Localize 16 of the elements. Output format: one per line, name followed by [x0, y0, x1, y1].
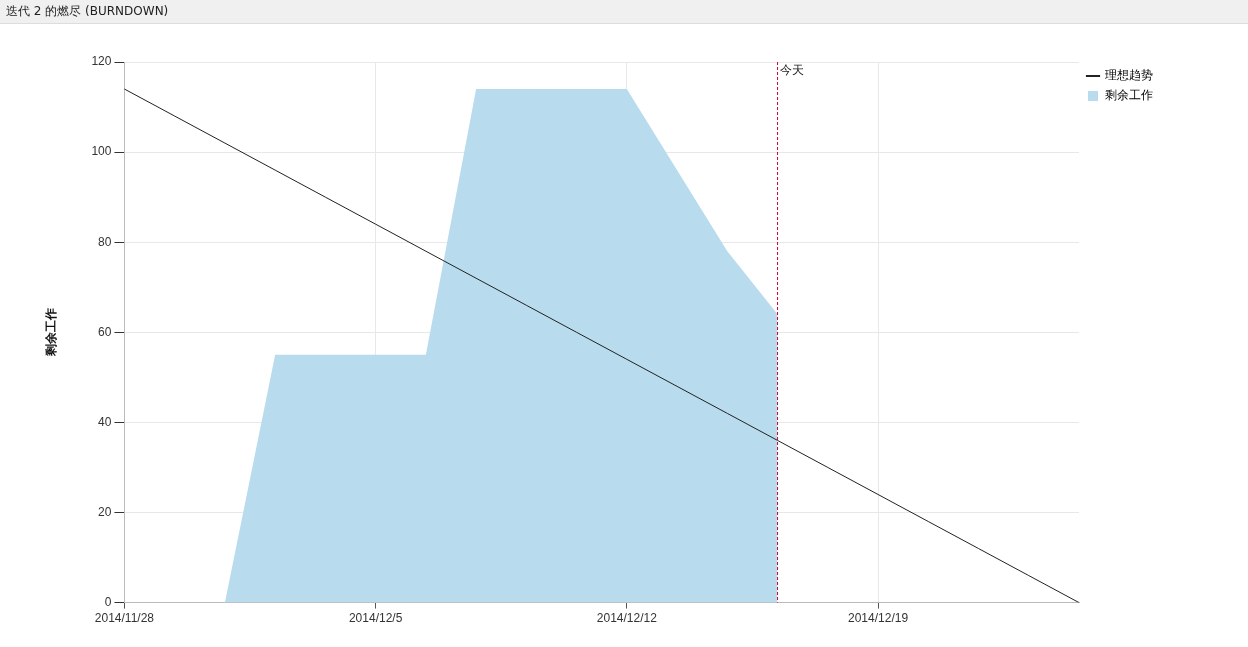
x-tick-label: 2014/12/5	[348, 611, 403, 626]
chart-title: 迭代 2 的燃尽 (BURNDOWN)	[0, 0, 1248, 24]
y-tick-label: 60	[98, 324, 112, 339]
y-tick-label: 120	[91, 54, 112, 69]
y-tick-label: 100	[91, 144, 112, 159]
legend-label: 剩余工作	[1105, 88, 1153, 103]
x-tick-label: 2014/11/28	[94, 611, 155, 626]
y-axis-title: 剩余工作	[43, 308, 58, 358]
y-tick-label: 0	[104, 594, 112, 609]
x-tick-label: 2014/12/12	[596, 611, 658, 626]
x-tick-label: 2014/12/19	[848, 611, 909, 626]
y-tick-label: 40	[98, 414, 112, 429]
annotation: 今天	[779, 63, 804, 78]
legend-label: 理想趋势	[1105, 68, 1153, 83]
y-tick-label: 80	[98, 234, 112, 249]
y-tick-label: 20	[98, 504, 112, 519]
